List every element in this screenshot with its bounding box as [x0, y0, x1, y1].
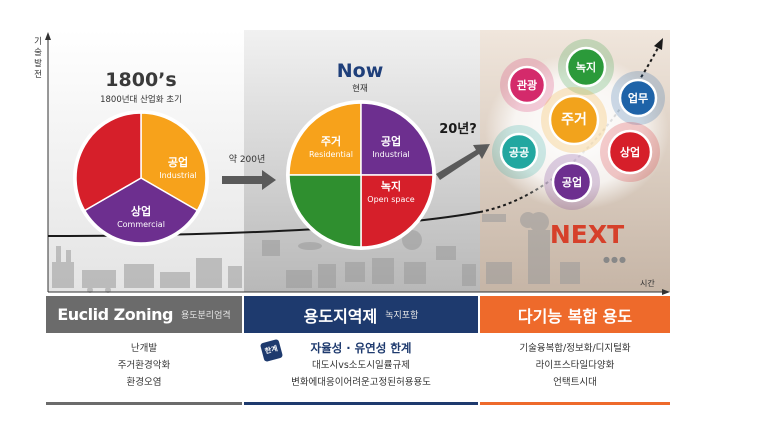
- y-axis-label-char: 발: [34, 58, 42, 69]
- arrow-200-label: 약 200년: [229, 153, 266, 165]
- y-axis-label-char: 전: [34, 69, 42, 80]
- list-item: 주거환경악화: [117, 360, 171, 371]
- bubble-label: 상업: [620, 145, 640, 159]
- pie-label-ko: 공업: [168, 156, 188, 169]
- bar-mixed-title: 다기능 복합 용도: [517, 306, 633, 326]
- pie-slice-industrial: [360, 102, 434, 176]
- pie-label-ko: 녹지: [381, 179, 401, 193]
- era-1800-title: 1800’s: [105, 69, 176, 91]
- era-1800-subtitle: 1800년대 산업화 초기: [100, 94, 182, 105]
- trend-arrow: [654, 38, 663, 50]
- list-item: 변화에대응이어려운고정된허용용도: [291, 377, 431, 388]
- pie-slice-commercial: [360, 174, 434, 248]
- bar-euclid: Euclid Zoning 용도분리엄격: [46, 296, 242, 333]
- x-axis-arrow: [662, 289, 670, 295]
- bubble: [551, 161, 593, 203]
- arrow-200: [222, 170, 276, 190]
- bottom-line-euclid: [46, 402, 242, 405]
- era-now-subtitle: 현재: [352, 84, 368, 94]
- pie-label-en: Industrial: [159, 171, 197, 180]
- bubble-label: 관광: [517, 78, 537, 92]
- list-mixed: 기술융복합/정보화/디지털화 라이프스타일다양화 언택트시대: [480, 340, 670, 391]
- pie-slice-residential: [288, 102, 362, 176]
- era-next-title: NEXT: [550, 220, 624, 249]
- bubble: [607, 129, 653, 175]
- list-zoning: 한계 자율성 · 유연성 한계 대도시vs소도시일률규제 변화에대응이어려운고정…: [244, 338, 478, 391]
- bubble: [507, 65, 547, 105]
- pie-label-en: Residential: [309, 150, 353, 159]
- list-item: 라이프스타일다양화: [535, 360, 615, 371]
- era-now-title: Now: [337, 60, 384, 82]
- pie-slice-residential: [140, 112, 207, 212]
- bubble-label: 녹지: [576, 60, 596, 74]
- zoning-head: 한계 자율성 · 유연성 한계: [244, 338, 478, 363]
- pie-label-ko: 공업: [381, 135, 401, 148]
- list-item: 대도시vs소도시일률규제: [312, 360, 410, 371]
- trend-line-future: [479, 43, 661, 213]
- pie-label-en: Commercial: [117, 220, 165, 229]
- arrow-20: [436, 144, 490, 180]
- zoning-head-text: 자율성 · 유연성 한계: [310, 341, 412, 355]
- y-axis-arrow: [45, 32, 51, 40]
- more-dots: ●●●: [603, 255, 627, 264]
- pie-slice-industrial: [83, 177, 199, 244]
- bar-zoning-sub: 녹지포함: [385, 311, 419, 321]
- list-item: 언택트시대: [553, 377, 597, 388]
- bubble: [499, 132, 539, 172]
- list-item: 기술융복합/정보화/디지털화: [519, 343, 631, 354]
- bubble: [565, 46, 607, 88]
- bar-mixed: 다기능 복합 용도: [480, 296, 670, 333]
- bar-euclid-title: Euclid Zoning: [57, 305, 173, 324]
- bottom-line-mixed: [480, 402, 670, 405]
- bubble-label: 주거: [561, 112, 587, 128]
- bottom-line-zoning: [244, 402, 478, 405]
- bar-euclid-sub: 용도분리엄격: [180, 311, 231, 321]
- list-item: 환경오염: [126, 377, 162, 388]
- bubble-label: 공업: [562, 176, 582, 189]
- pie-label-ko: 주거: [321, 134, 341, 148]
- list-euclid: 난개발 주거환경악화 환경오염: [46, 340, 242, 391]
- pie-label-en: Industrial: [372, 150, 410, 159]
- bar-zoning-title: 용도지역제: [303, 306, 378, 326]
- list-item: 난개발: [130, 343, 158, 354]
- pie-1800: 주거Residential공업Industrial상업Commercial: [73, 110, 209, 246]
- industry-silhouettes: [52, 212, 580, 293]
- arrow-20-label: 20년?: [439, 122, 477, 137]
- bubble: [618, 78, 658, 118]
- bubble-label: 공공: [509, 146, 529, 159]
- pie-now: 주거Residential공업Industrial상업Commercial녹지O…: [286, 100, 436, 250]
- bubble: [548, 94, 600, 146]
- x-axis-label: 시간: [640, 278, 655, 288]
- bubble-label: 업무: [628, 92, 648, 105]
- pie-label-ko: 상업: [131, 204, 151, 218]
- pie-label-en: Open space: [367, 195, 414, 204]
- y-axis-label-char: 기: [34, 37, 42, 47]
- pie-slice-commercial: [75, 112, 142, 212]
- bar-zoning: 용도지역제 녹지포함: [244, 296, 478, 333]
- y-axis-label-char: 술: [34, 48, 42, 58]
- pie-slice-open-space: [288, 174, 362, 248]
